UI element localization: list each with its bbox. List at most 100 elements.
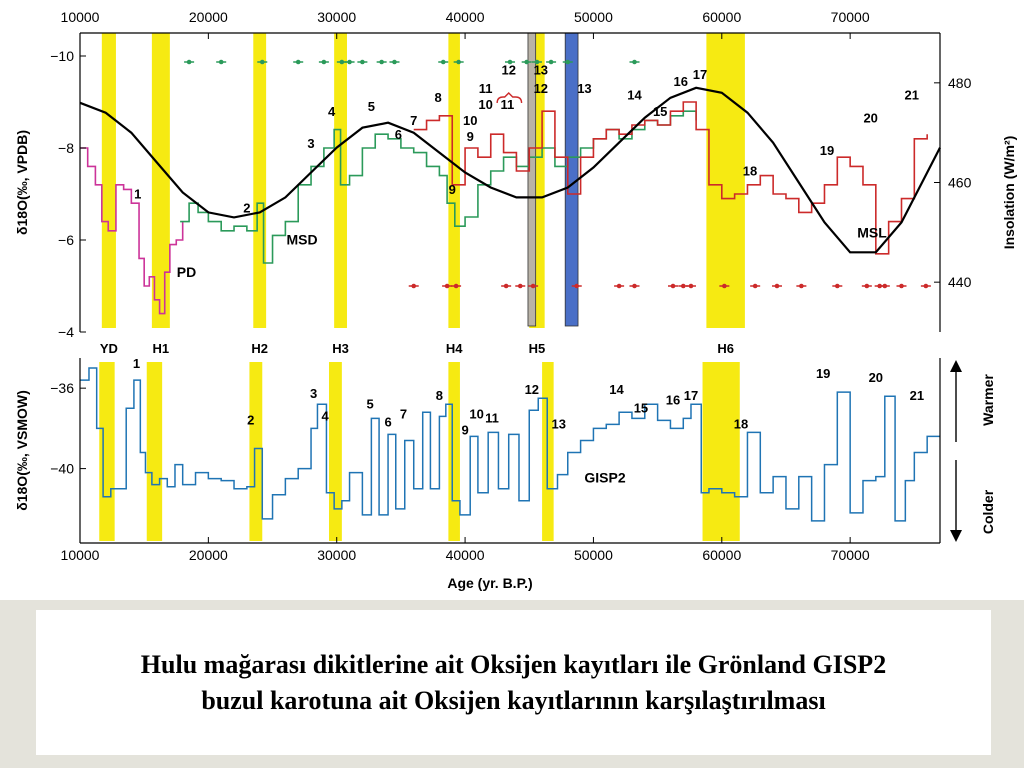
caption-box: Hulu mağarası dikitlerine ait Oksijen ka… bbox=[36, 610, 991, 755]
top-event-label-4: 4 bbox=[328, 104, 336, 119]
bottom-event-label-6: 6 bbox=[384, 414, 391, 429]
top-y-axis-title: δ18O(‰, VPDB) bbox=[14, 130, 30, 235]
bottom-y-axis-title: δ18O(‰, VSMOW) bbox=[14, 390, 30, 511]
top-event-label-18: 13 bbox=[577, 81, 591, 96]
dating-point-red-18 bbox=[864, 283, 870, 289]
dating-point-green-13 bbox=[507, 59, 513, 65]
dating-point-green-12 bbox=[456, 59, 461, 65]
dating-point-red-14 bbox=[752, 283, 758, 289]
top-event-label-19: 14 bbox=[627, 88, 642, 103]
bottom-event-label-3: 3 bbox=[310, 386, 317, 401]
band-label-YD: YD bbox=[100, 341, 118, 356]
heinrich-band-top-1 bbox=[101, 33, 116, 328]
bottom-x-tick-label-70000: 70000 bbox=[831, 547, 870, 563]
caption-line-1: Hulu mağarası dikitlerine ait Oksijen ka… bbox=[140, 649, 887, 679]
top-panel-bands bbox=[101, 32, 745, 328]
heinrich-band-bottom-7 bbox=[702, 362, 740, 541]
series-pd bbox=[80, 147, 184, 315]
top-x-tick-label-10000: 10000 bbox=[61, 9, 100, 25]
top-event-label-1: 1 bbox=[134, 187, 141, 202]
bottom-panel-series bbox=[80, 367, 940, 522]
event-12-brace bbox=[496, 92, 523, 104]
dating-point-green-10 bbox=[392, 59, 397, 65]
dating-point-green-2 bbox=[218, 59, 224, 65]
bottom-event-label-16: 16 bbox=[666, 392, 680, 407]
bottom-event-label-11: 11 bbox=[485, 410, 499, 425]
bottom-x-tick-label-20000: 20000 bbox=[189, 547, 228, 563]
dating-point-green-14 bbox=[524, 59, 529, 65]
bottom-event-label-12: 12 bbox=[525, 382, 539, 397]
dating-point-red-5 bbox=[517, 283, 523, 289]
heinrich-band-top-5 bbox=[448, 33, 460, 328]
bottom-event-label-7: 7 bbox=[400, 406, 407, 421]
dating-point-red-4 bbox=[503, 283, 509, 289]
bottom-event-label-15: 15 bbox=[634, 400, 648, 415]
dating-point-red-1 bbox=[411, 283, 417, 289]
top-event-label-22: 17 bbox=[693, 67, 707, 82]
top-y-tick-label--8: −8 bbox=[58, 140, 74, 156]
dating-point-red-9 bbox=[632, 283, 637, 289]
band-label-H4: H4 bbox=[446, 341, 463, 356]
top-event-label-7: 7 bbox=[410, 113, 417, 128]
heinrich-band-top-3 bbox=[253, 33, 267, 328]
top-y2-axis-title: Insolation (W/m²) bbox=[1001, 136, 1017, 250]
warmer-arrowhead bbox=[950, 360, 962, 372]
top-event-label-2: 2 bbox=[243, 200, 250, 215]
heinrich-band-bottom-5 bbox=[448, 362, 460, 541]
dating-point-red-20 bbox=[882, 283, 888, 289]
top-x-tick-label-20000: 20000 bbox=[189, 9, 228, 25]
dating-point-green-7 bbox=[347, 59, 352, 65]
series-label-msl: MSL bbox=[857, 225, 887, 241]
top-event-label-3: 3 bbox=[307, 136, 314, 151]
bottom-event-label-21: 21 bbox=[910, 388, 924, 403]
dating-point-green-3 bbox=[259, 59, 265, 65]
warmer-label: Warmer bbox=[980, 374, 996, 426]
bottom-event-label-9: 9 bbox=[461, 422, 468, 437]
top-event-label-13: 10 bbox=[478, 97, 492, 112]
bottom-event-label-18: 18 bbox=[734, 416, 748, 431]
series-label-msd: MSD bbox=[286, 232, 317, 248]
top-event-label-16: 13 bbox=[534, 62, 548, 77]
x-axis-title: Age (yr. B.P.) bbox=[447, 575, 532, 591]
series-label-gisp2: GISP2 bbox=[584, 470, 625, 486]
top-event-label-20: 15 bbox=[653, 104, 667, 119]
band-label-H3: H3 bbox=[332, 341, 349, 356]
bottom-event-label-8: 8 bbox=[436, 388, 443, 403]
dating-point-green-9 bbox=[379, 59, 384, 65]
bottom-y-tick-label--36: −36 bbox=[50, 380, 74, 396]
top-event-label-9: 9 bbox=[449, 182, 456, 197]
heinrich-band-top-7 bbox=[706, 33, 745, 328]
bottom-event-label-17: 17 bbox=[684, 388, 698, 403]
top-x-tick-label-50000: 50000 bbox=[574, 9, 613, 25]
top-event-label-25: 20 bbox=[863, 111, 877, 126]
figure: 10000 20000 30000 40000 50000 60000 70000 10000… bbox=[14, 9, 1017, 591]
top-y2-tick-label-440: 440 bbox=[948, 274, 972, 290]
series-msl bbox=[413, 101, 928, 255]
bottom-x-tick-label-50000: 50000 bbox=[574, 547, 613, 563]
dating-point-red-17 bbox=[835, 283, 840, 289]
bottom-event-label-14: 14 bbox=[609, 382, 624, 397]
top-event-label-17: 12 bbox=[534, 81, 548, 96]
top-event-label-15: 11 bbox=[501, 97, 515, 112]
bottom-event-label-4: 4 bbox=[322, 408, 330, 423]
top-event-label-23: 18 bbox=[743, 164, 757, 179]
bottom-event-label-20: 20 bbox=[869, 370, 883, 385]
dating-point-red-16 bbox=[799, 283, 804, 289]
top-y-tick-label--4: −4 bbox=[58, 324, 74, 340]
bottom-event-label-13: 13 bbox=[552, 416, 566, 431]
top-event-label-24: 19 bbox=[820, 143, 834, 158]
top-event-label-6: 6 bbox=[395, 127, 402, 142]
bottom-event-label-1: 1 bbox=[133, 356, 140, 371]
bottom-x-tick-label-30000: 30000 bbox=[317, 547, 356, 563]
dating-point-red-7 bbox=[574, 283, 580, 289]
bottom-event-label-19: 19 bbox=[816, 366, 830, 381]
dating-point-red-21 bbox=[899, 283, 904, 289]
dating-point-green-4 bbox=[295, 59, 301, 65]
top-y2-tick-label-480: 480 bbox=[948, 75, 972, 91]
dating-point-red-11 bbox=[680, 283, 686, 289]
dating-point-green-17 bbox=[565, 59, 571, 65]
bottom-event-label-5: 5 bbox=[366, 396, 373, 411]
colder-label: Colder bbox=[980, 489, 996, 534]
dating-point-green-11 bbox=[440, 59, 446, 65]
top-event-label-12: 11 bbox=[479, 81, 493, 96]
